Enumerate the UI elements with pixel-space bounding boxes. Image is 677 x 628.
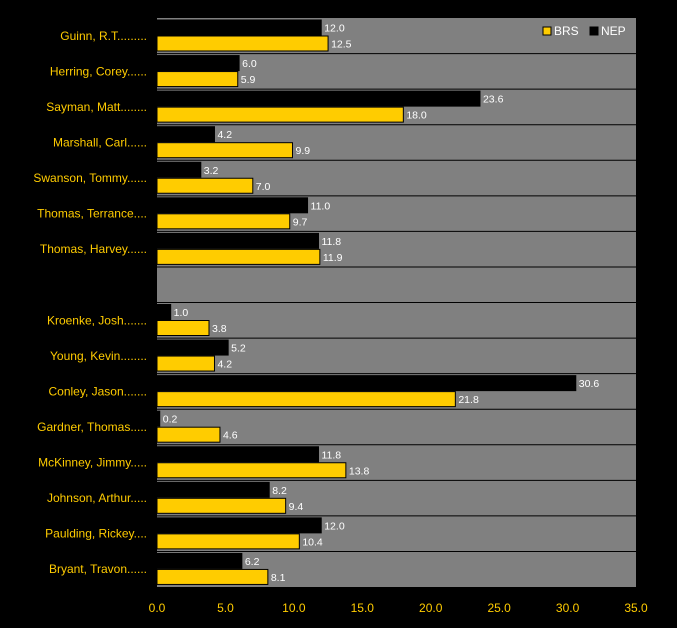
bar-nep (156, 304, 172, 320)
data-label-brs: 10.4 (302, 536, 323, 548)
data-label-brs: 11.9 (323, 252, 343, 264)
data-label-nep: 12.0 (324, 520, 345, 532)
data-label-brs: 9.4 (289, 501, 304, 513)
data-label-nep: 11.8 (321, 449, 341, 461)
data-label-nep: 4.2 (217, 129, 232, 141)
data-label-nep: 5.2 (231, 343, 246, 355)
data-label-brs: 4.6 (223, 430, 238, 442)
category-label: Kroenke, Josh....... (47, 313, 147, 327)
data-label-brs: 9.9 (295, 145, 310, 157)
category-label: Johnson, Arthur..... (47, 491, 147, 505)
bar-brs (156, 177, 254, 194)
bar-brs (156, 462, 347, 479)
bar-nep (156, 552, 243, 569)
category-label: Thomas, Harvey...... (40, 242, 147, 256)
bar-brs (156, 142, 293, 159)
data-label-nep: 23.6 (483, 94, 504, 106)
data-label-brs: 21.8 (458, 394, 479, 406)
data-label-brs: 7.0 (256, 181, 271, 193)
bar-brs (156, 71, 239, 88)
bar-brs (156, 35, 329, 52)
category-label: Conley, Jason....... (49, 384, 148, 398)
x-tick-label: 20.0 (419, 601, 443, 615)
data-label-brs: 5.9 (241, 74, 256, 86)
legend-label-nep: NEP (601, 24, 626, 38)
bar-nep (156, 126, 215, 143)
data-label-brs: 9.7 (293, 216, 308, 228)
bar-nep (156, 339, 229, 356)
data-label-brs: 18.0 (406, 110, 427, 122)
bar-nep (156, 55, 240, 72)
data-label-nep: 12.0 (324, 23, 345, 35)
category-label: McKinney, Jimmy..... (38, 456, 147, 470)
bar-nep (156, 517, 322, 534)
x-tick-label: 10.0 (282, 601, 306, 615)
bar-nep (156, 19, 322, 36)
x-tick-label: 0.0 (149, 601, 166, 615)
bar-nep (156, 410, 161, 427)
bar-nep (156, 161, 202, 178)
bar-brs (156, 320, 210, 336)
data-label-brs: 4.2 (217, 359, 232, 371)
bar-nep (156, 481, 270, 498)
category-label: Swanson, Tommy...... (33, 171, 147, 185)
category-label: Bryant, Travon...... (49, 562, 147, 576)
category-label: Guinn, R.T......... (60, 29, 147, 43)
legend-swatch-brs (542, 26, 552, 36)
data-label-brs: 12.5 (331, 39, 352, 51)
category-label: Herring, Corey...... (50, 64, 147, 78)
data-label-brs: 13.8 (349, 465, 370, 477)
bar-brs (156, 391, 456, 408)
bar-nep (156, 446, 319, 463)
x-tick-label: 35.0 (624, 601, 648, 615)
x-tick-label: 25.0 (487, 601, 511, 615)
bar-nep (156, 375, 577, 392)
data-label-nep: 11.0 (311, 200, 331, 212)
bar-brs (156, 568, 269, 585)
bar-brs (156, 497, 287, 514)
bar-brs (156, 213, 291, 230)
category-label: Sayman, Matt........ (46, 100, 147, 114)
bar-nep (156, 197, 309, 214)
data-label-nep: 30.6 (579, 378, 600, 390)
legend: BRS NEP (542, 24, 626, 38)
data-label-nep: 1.0 (174, 307, 189, 319)
data-label-nep: 3.2 (204, 165, 219, 177)
x-tick-label: 5.0 (217, 601, 234, 615)
legend-swatch-nep (589, 26, 599, 36)
x-tick-label: 30.0 (556, 601, 580, 615)
data-label-nep: 6.2 (245, 556, 260, 568)
bar-brs (156, 106, 404, 123)
x-tick-label: 15.0 (351, 601, 375, 615)
category-label: Marshall, Carl...... (53, 135, 147, 149)
category-label: Paulding, Rickey.... (45, 527, 147, 541)
category-label: Thomas, Terrance.... (37, 207, 147, 221)
data-label-nep: 11.8 (321, 236, 341, 248)
bar-brs (156, 426, 221, 443)
bar-nep (156, 232, 319, 249)
category-label: Gardner, Thomas..... (37, 420, 147, 434)
data-label-brs: 3.8 (212, 323, 227, 335)
data-label-nep: 8.2 (272, 485, 287, 497)
legend-label-brs: BRS (554, 24, 579, 38)
data-label-brs: 8.1 (271, 572, 286, 584)
bar-brs (156, 355, 215, 372)
bar-brs (156, 248, 321, 265)
bar-nep (156, 90, 481, 107)
data-label-nep: 0.2 (163, 414, 178, 426)
data-label-nep: 6.0 (242, 58, 257, 70)
category-label: Young, Kevin........ (50, 349, 147, 363)
bar-brs (156, 533, 300, 550)
